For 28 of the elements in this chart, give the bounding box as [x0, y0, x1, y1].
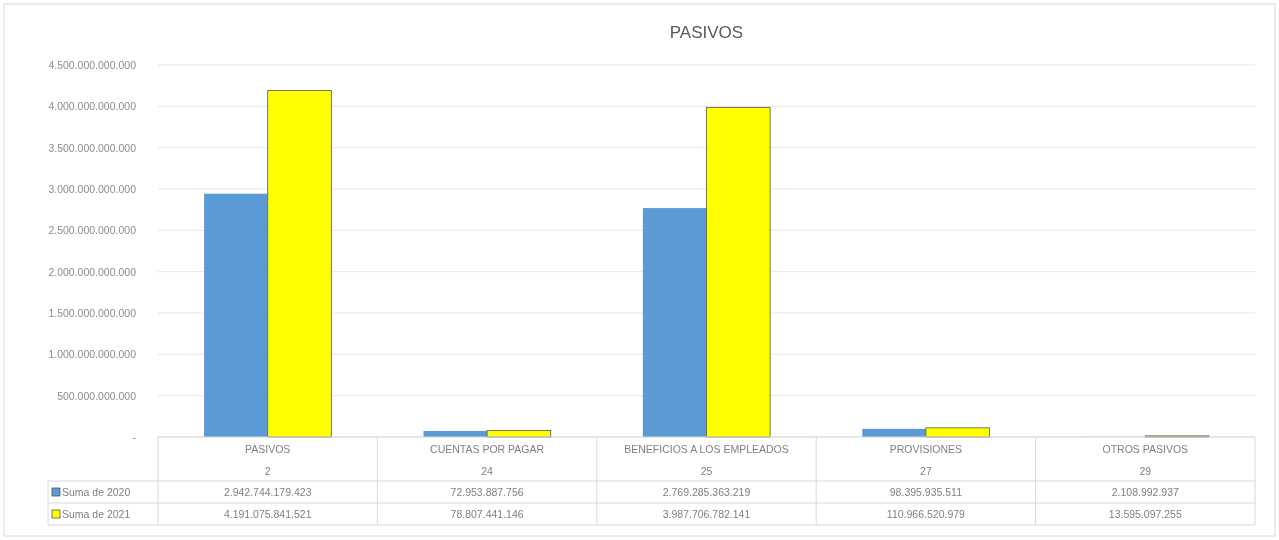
data-label: 2.942.744.179.423 [223, 486, 312, 498]
y-tick-label: 3.000.000.000.000 [48, 183, 137, 195]
data-label: 72.953.887.756 [450, 486, 524, 498]
x-tick-label: CUENTAS POR PAGAR 24 [430, 443, 545, 477]
data-label: 13.595.097.255 [1108, 508, 1182, 520]
y-tick-label: 4.000.000.000.000 [48, 100, 137, 113]
legend-label: Suma de 2020 [62, 486, 131, 498]
chart-title: PASIVOS [669, 23, 744, 42]
legend-label: Suma de 2021 [62, 508, 131, 520]
data-label: 2.108.992.937 [1111, 486, 1180, 498]
y-tick-label: 1.500.000.000.000 [48, 307, 137, 319]
y-tick-label: 1.000.000.000.000 [48, 348, 137, 361]
x-tick-label: PROVISIONES 27 [889, 443, 963, 477]
data-label: 2.769.285.363.219 [662, 486, 751, 498]
x-tick-label: PASIVOS 2 [245, 443, 291, 477]
y-tick-label: 500.000.000.000 [57, 389, 137, 402]
x-tick-label: BENEFICIOS A LOS EMPLEADOS 25 [624, 443, 789, 477]
y-tick-label: 2.500.000.000.000 [48, 224, 137, 237]
y-tick-label: 3.500.000.000.000 [48, 141, 137, 154]
data-label: 4.191.075.841.521 [223, 508, 312, 520]
data-label: 78.807.441.146 [450, 508, 524, 520]
data-label: 3.987.706.782.141 [662, 508, 751, 520]
x-tick-label: OTROS PASIVOS 29 [1102, 443, 1189, 477]
data-label: 98.395.935.511 [889, 486, 963, 498]
y-tick-label: 4.500.000.000.000 [48, 59, 137, 71]
y-tick-label: 2.000.000.000.000 [48, 265, 137, 278]
data-label: 110.966.520.979 [886, 508, 966, 520]
y-tick-label: - [132, 431, 137, 443]
